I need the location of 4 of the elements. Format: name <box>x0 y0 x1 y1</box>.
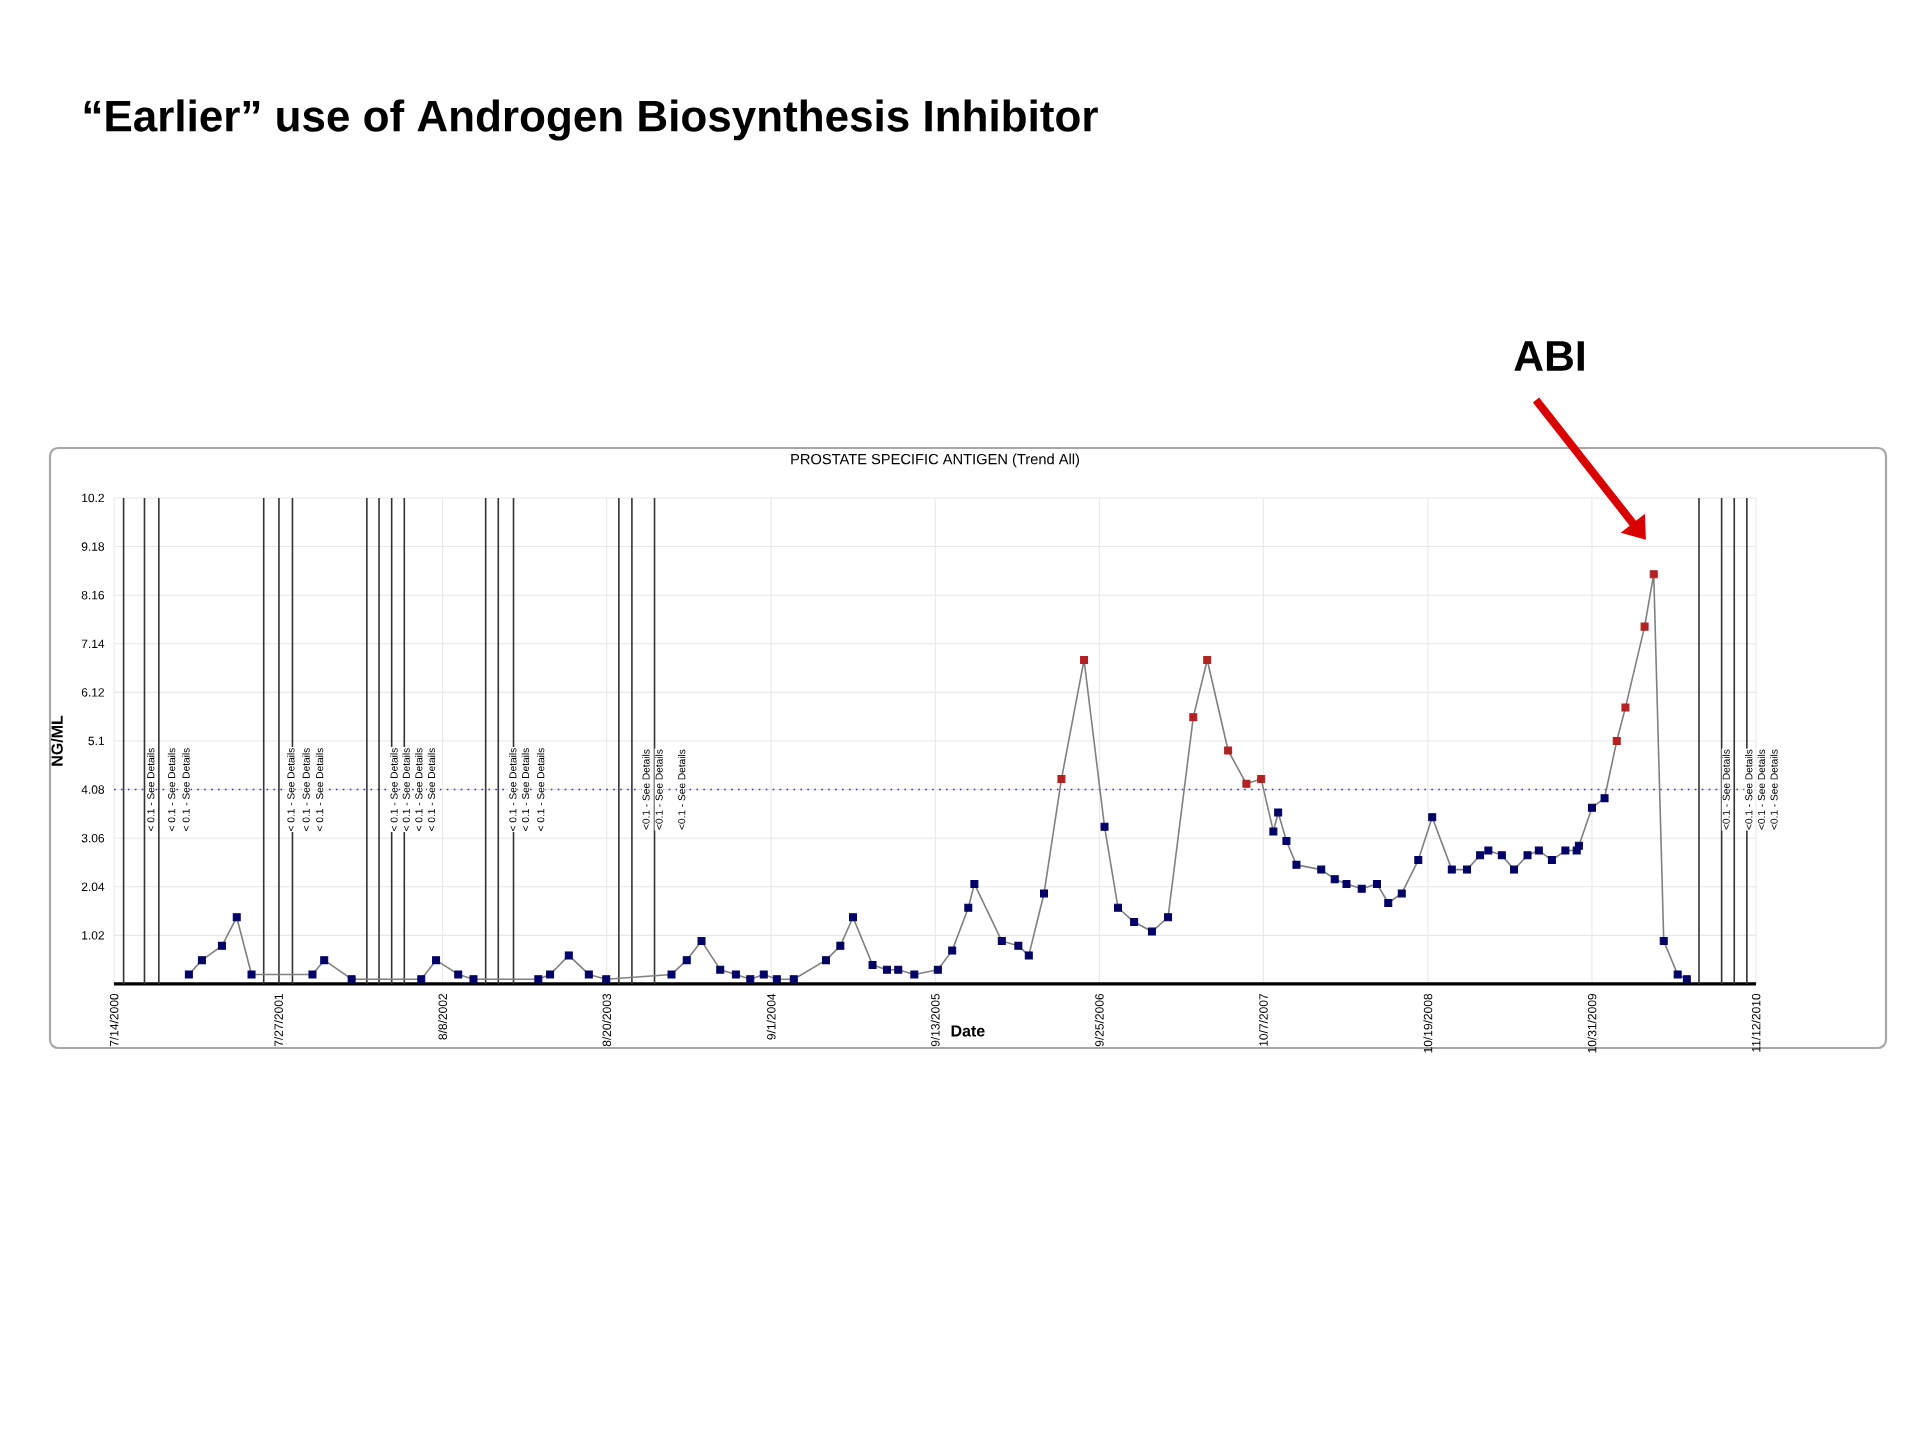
text: ABI <box>1514 341 1584 371</box>
y-axis-title: NG/ML <box>50 715 63 766</box>
x-axis-title: Date <box>951 1025 985 1037</box>
chart-title: “Earlier” use of Androgen Biosynthesis Inhibitor <box>84 99 1098 141</box>
